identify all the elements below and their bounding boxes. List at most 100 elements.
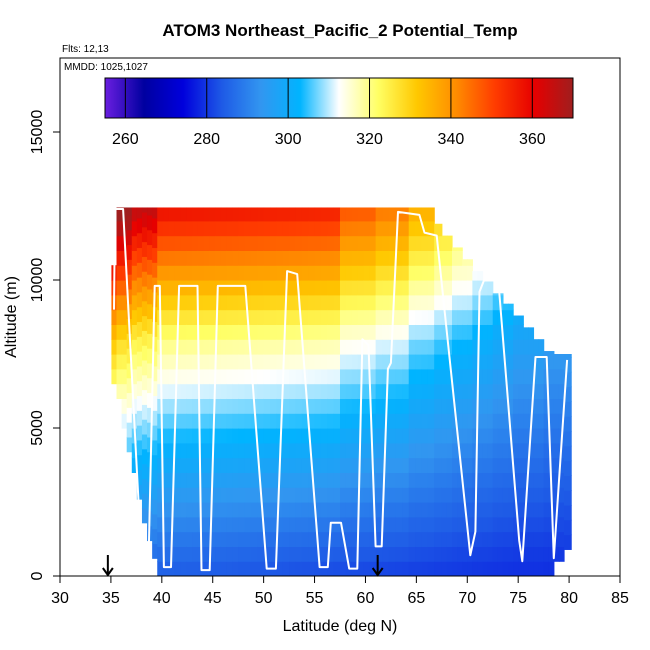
heatmap-cell <box>314 309 322 325</box>
heatmap-cell <box>136 484 143 500</box>
heatmap-cell <box>548 561 555 576</box>
heatmap-cell <box>136 425 143 441</box>
heatmap-cell <box>263 398 271 414</box>
heatmap-cell <box>533 472 540 488</box>
heatmap-cell <box>452 265 458 281</box>
heatmap-cell <box>197 442 205 459</box>
heatmap-cell <box>345 265 353 281</box>
heatmap-cell <box>553 398 560 414</box>
heatmap-cell <box>270 354 277 370</box>
heatmap-cell <box>427 309 435 325</box>
heatmap-cell <box>482 472 489 488</box>
heatmap-cell <box>351 339 359 355</box>
heatmap-cell <box>388 220 397 237</box>
heatmap-cell <box>357 502 365 518</box>
heatmap-cell <box>333 354 341 370</box>
heatmap-cell <box>126 348 133 364</box>
heatmap-cell <box>502 457 509 473</box>
heatmap-cell <box>163 250 170 266</box>
heatmap-cell <box>434 561 443 576</box>
heatmap-cell <box>369 280 377 296</box>
heatmap-cell <box>528 327 535 340</box>
heatmap-cell <box>538 457 545 473</box>
heatmap-cell <box>375 472 383 488</box>
heatmap-cell <box>467 457 473 473</box>
heatmap-cell <box>402 561 410 576</box>
heatmap-cell <box>462 339 468 355</box>
heatmap-cell <box>467 309 473 325</box>
heatmap-cell <box>180 309 187 325</box>
heatmap-cell <box>244 220 252 237</box>
heatmap-cell <box>174 207 182 222</box>
heatmap-cell <box>462 309 468 325</box>
heatmap-cell <box>215 516 222 533</box>
colorbar: 260 280 300 320 340 360 <box>104 77 574 148</box>
heatmap-cell <box>276 383 284 399</box>
heatmap-cell <box>238 561 246 576</box>
heatmap-cell <box>289 516 297 533</box>
heatmap-cell <box>345 339 353 355</box>
heatmap-cell <box>157 546 164 562</box>
heatmap-cell <box>408 398 416 414</box>
heatmap-cell <box>282 561 290 576</box>
heatmap-cell <box>351 487 359 503</box>
heatmap-cell <box>215 413 222 429</box>
heatmap-cell <box>564 401 572 417</box>
heatmap-cell <box>543 398 550 414</box>
heatmap-cell <box>152 499 158 515</box>
heatmap-cell <box>408 487 416 503</box>
heatmap-cell <box>533 531 540 547</box>
heatmap-cell <box>487 309 494 325</box>
heatmap-cell <box>395 516 403 533</box>
heatmap-cell <box>238 413 246 429</box>
heatmap-cell <box>157 457 164 473</box>
heatmap-cell <box>295 413 303 429</box>
heatmap-cell <box>492 442 499 459</box>
heatmap-cell <box>345 502 353 518</box>
heatmap-cell <box>382 265 390 281</box>
heatmap-cell <box>232 220 239 237</box>
heatmap-cell <box>538 339 545 355</box>
heatmap-cell <box>327 487 335 503</box>
heatmap-cell <box>452 383 458 399</box>
heatmap-cell <box>513 383 519 399</box>
heatmap-cell <box>558 531 565 547</box>
heatmap-cell <box>327 339 335 355</box>
heatmap-cell <box>518 339 524 355</box>
heatmap-cell <box>467 259 473 266</box>
heatmap-cell <box>446 502 453 518</box>
heatmap-cell <box>477 531 484 547</box>
heatmap-cell <box>558 368 565 385</box>
heatmap-cell <box>232 207 239 222</box>
heatmap-cell <box>518 383 524 399</box>
heatmap-cell <box>446 235 453 251</box>
heatmap-cell <box>421 502 429 518</box>
heatmap-cell <box>345 398 353 414</box>
heatmap-cell <box>402 487 410 503</box>
heatmap-cell <box>528 442 535 459</box>
heatmap-cell <box>232 442 239 459</box>
heatmap-cell <box>163 398 170 414</box>
heatmap-cell <box>513 561 519 576</box>
heatmap-cell <box>209 280 216 296</box>
heatmap-cell <box>270 383 277 399</box>
heatmap-cell <box>270 265 277 281</box>
heatmap-cell <box>528 502 535 518</box>
heatmap-cell <box>257 294 265 311</box>
heatmap-cell <box>136 469 143 485</box>
heatmap-cell <box>209 398 216 414</box>
heatmap-cell <box>238 309 246 325</box>
heatmap-cell <box>257 354 265 370</box>
heatmap-cell <box>441 413 448 429</box>
heatmap-cell <box>121 398 128 414</box>
heatmap-cell <box>427 398 435 414</box>
heatmap-cell <box>467 472 473 488</box>
heatmap-cell <box>147 274 153 290</box>
heatmap-cell <box>523 398 529 414</box>
heatmap-cell <box>220 368 228 385</box>
heatmap-cell <box>363 294 371 311</box>
heatmap-cell <box>513 339 519 355</box>
heatmap-cell <box>375 207 383 222</box>
heatmap-cell <box>518 561 524 576</box>
heatmap-cell <box>502 428 509 444</box>
